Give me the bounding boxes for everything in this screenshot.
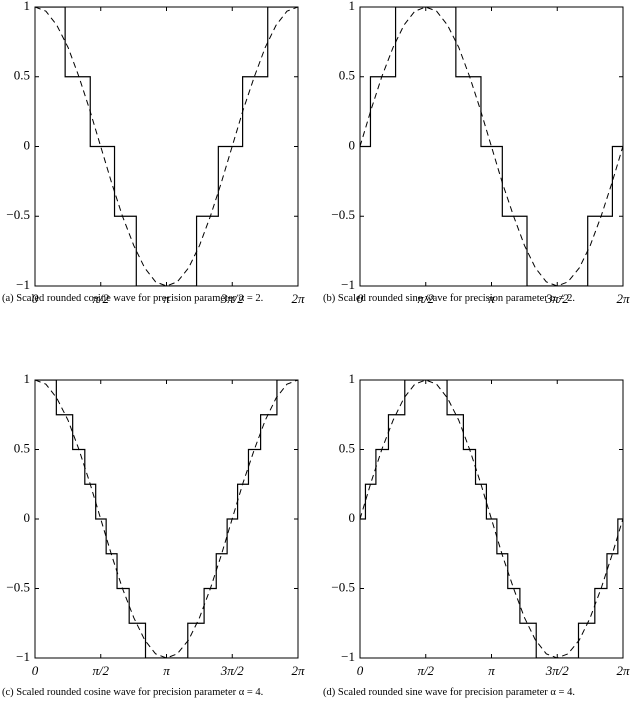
y-tick-label: 0	[349, 137, 356, 152]
x-tick-label: 0	[32, 291, 39, 306]
x-tick-label: 2π	[616, 291, 630, 306]
x-tick-label: π/2	[92, 291, 109, 306]
x-tick-label: 3π/2	[545, 663, 570, 678]
y-tick-label: −1	[341, 649, 355, 664]
plot-frame	[34, 379, 299, 659]
step-curve	[35, 7, 298, 286]
x-tick-label: π	[163, 663, 170, 678]
x-tick-label: 2π	[291, 663, 305, 678]
y-tick-label: 0.5	[339, 440, 355, 455]
y-tick-label: 1	[24, 371, 31, 386]
y-tick-label: −1	[16, 277, 30, 292]
y-tick-label: −0.5	[6, 207, 30, 222]
y-tick-label: −0.5	[331, 579, 355, 594]
step-curve	[360, 7, 623, 286]
y-tick-label: 0.5	[14, 440, 30, 455]
caption: (b) Scaled rounded sine wave for precisi…	[323, 293, 575, 304]
x-tick-label: π	[488, 291, 495, 306]
y-tick-label: 1	[349, 0, 356, 13]
x-tick-label: π/2	[417, 663, 434, 678]
x-tick-label: 2π	[291, 291, 305, 306]
caption: (c) Scaled rounded cosine wave for preci…	[2, 687, 264, 698]
x-tick-label: π	[163, 291, 170, 306]
step-curve	[360, 380, 623, 658]
x-tick-label: 2π	[616, 663, 630, 678]
dashed-curve	[35, 7, 298, 286]
x-tick-label: π/2	[417, 291, 434, 306]
x-tick-label: π	[488, 663, 495, 678]
dashed-curve	[35, 380, 298, 658]
y-tick-label: 0	[24, 137, 31, 152]
y-tick-label: 0	[349, 510, 356, 525]
y-tick-label: −1	[16, 649, 30, 664]
x-tick-label: 3π/2	[545, 291, 570, 306]
caption: (d) Scaled rounded sine wave for precisi…	[323, 687, 575, 698]
y-tick-label: −0.5	[331, 207, 355, 222]
y-tick-label: 0	[24, 510, 31, 525]
x-tick-label: 0	[357, 291, 364, 306]
plot-frame	[34, 6, 299, 287]
x-tick-label: 3π/2	[220, 663, 245, 678]
dashed-curve	[360, 7, 623, 286]
x-tick-label: 0	[32, 663, 39, 678]
caption: (a) Scaled rounded cosine wave for preci…	[2, 293, 264, 304]
x-tick-label: 3π/2	[220, 291, 245, 306]
y-tick-label: 1	[24, 0, 31, 13]
y-tick-label: 0.5	[339, 68, 355, 83]
x-tick-label: π/2	[92, 663, 109, 678]
step-curve	[35, 380, 298, 658]
y-tick-label: 0.5	[14, 68, 30, 83]
x-tick-label: 0	[357, 663, 364, 678]
dashed-curve	[360, 380, 623, 658]
y-tick-label: −1	[341, 277, 355, 292]
y-tick-label: −0.5	[6, 579, 30, 594]
y-tick-label: 1	[349, 371, 356, 386]
